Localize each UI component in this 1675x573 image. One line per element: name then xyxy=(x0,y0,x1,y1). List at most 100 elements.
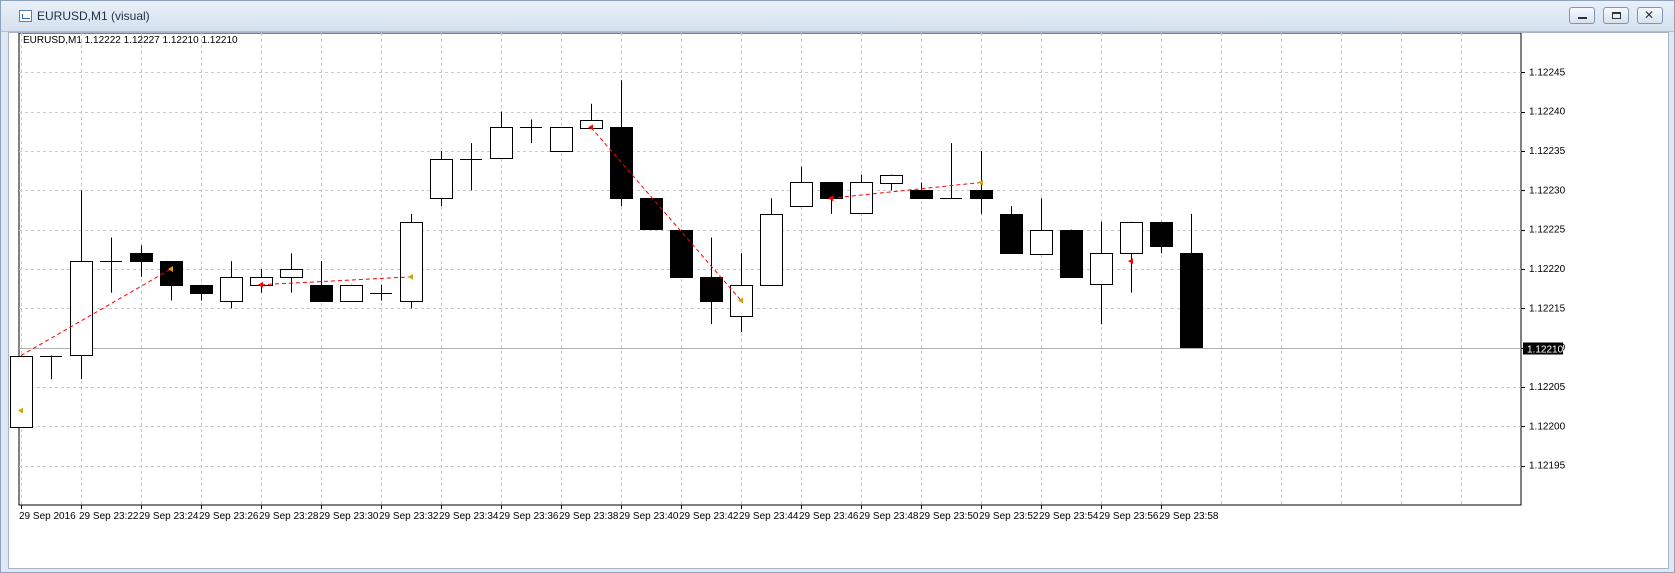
time-tick-label: 29 Sep 23:44 xyxy=(739,511,799,522)
price-tick-label: 1.12230 xyxy=(1529,185,1566,196)
candle-body xyxy=(400,222,423,302)
price-tick-label: 1.12235 xyxy=(1529,146,1566,157)
close-button[interactable]: ✕ xyxy=(1637,7,1663,24)
minimize-icon xyxy=(1578,17,1587,19)
candle xyxy=(160,261,183,301)
candles xyxy=(10,80,1203,428)
current-price-label: 1.12210 xyxy=(1527,345,1564,356)
time-tick-label: 29 Sep 23:56 xyxy=(1099,511,1159,522)
time-tick-label: 29 Sep 23:24 xyxy=(139,511,199,522)
candle xyxy=(40,355,62,380)
candle xyxy=(910,182,933,199)
candle-body xyxy=(340,285,363,302)
candle-body xyxy=(1060,230,1083,278)
trade-markers xyxy=(18,124,1133,414)
candle xyxy=(940,143,962,199)
time-tick-label: 29 Sep 23:36 xyxy=(499,511,559,522)
trade-line xyxy=(590,127,742,301)
candle xyxy=(10,355,33,428)
candle xyxy=(520,119,542,144)
trade-marker xyxy=(978,179,983,186)
candle-body xyxy=(910,190,933,199)
chart-window-icon xyxy=(19,10,32,22)
price-tick-label: 1.12195 xyxy=(1529,461,1566,472)
candle-body xyxy=(70,261,93,356)
trade-marker xyxy=(828,195,833,202)
candle xyxy=(70,190,93,380)
symbol-info: EURUSD,M1 1.12222 1.12227 1.12210 1.1221… xyxy=(23,35,238,46)
trade-marker xyxy=(18,407,23,414)
candle xyxy=(370,284,392,301)
candle xyxy=(340,284,363,302)
candle xyxy=(640,198,663,230)
candle-body xyxy=(130,253,153,262)
trade-marker xyxy=(1128,258,1133,265)
candle xyxy=(1150,221,1173,254)
time-tick-label: 29 Sep 23:54 xyxy=(1039,511,1099,522)
time-tick-label: 29 Sep 23:30 xyxy=(319,511,379,522)
candle-body xyxy=(1150,222,1173,247)
candle-body xyxy=(1000,214,1023,254)
maximize-icon xyxy=(1612,12,1621,19)
candle xyxy=(490,111,513,159)
candle-body xyxy=(220,277,243,302)
candle-body xyxy=(700,277,723,302)
time-tick-label: 29 Sep 2016 xyxy=(19,511,76,522)
maximize-button[interactable] xyxy=(1603,7,1629,24)
candlestick-chart[interactable]: 1.12195 1.12200 1.12205 1.12210 1.12215 1.122… xyxy=(9,32,1668,568)
trade-marker xyxy=(258,281,263,288)
time-tick-label: 29 Sep 23:48 xyxy=(859,511,919,522)
candle xyxy=(190,284,213,301)
price-axis: 1.12195 1.12200 1.12205 1.12210 1.12215 1.122… xyxy=(1521,67,1566,472)
time-tick-label: 29 Sep 23:52 xyxy=(979,511,1039,522)
candle xyxy=(670,229,693,278)
time-tick-label: 29 Sep 23:46 xyxy=(799,511,859,522)
candle-body xyxy=(760,214,783,286)
close-icon: ✕ xyxy=(1644,8,1655,22)
candle-body xyxy=(1120,222,1143,254)
trade-lines xyxy=(20,127,982,356)
current-price-box xyxy=(1523,342,1563,355)
time-tick-label: 29 Sep 23:42 xyxy=(679,511,739,522)
candle xyxy=(1120,221,1143,293)
price-tick-label: 1.12245 xyxy=(1529,67,1566,78)
price-tick-label: 1.12240 xyxy=(1529,107,1566,118)
time-tick-label: 29 Sep 23:32 xyxy=(379,511,439,522)
trade-line xyxy=(260,276,412,286)
candle xyxy=(880,174,903,191)
time-tick-label: 29 Sep 23:58 xyxy=(1159,511,1219,522)
candle xyxy=(1060,229,1083,278)
candle-body xyxy=(550,127,573,152)
price-tick-label: 1.12200 xyxy=(1529,421,1566,432)
trade-marker xyxy=(168,266,173,272)
price-tick-label: 1.12215 xyxy=(1529,303,1566,314)
chart-area[interactable]: 1.12195 1.12200 1.12205 1.12210 1.12215 1.122… xyxy=(8,32,1669,569)
candle-body xyxy=(310,285,333,302)
candle-body xyxy=(190,285,213,294)
candle xyxy=(1090,221,1113,325)
candle-body xyxy=(790,182,813,207)
candle-body xyxy=(490,127,513,159)
candle xyxy=(400,213,423,309)
time-tick-label: 29 Sep 23:38 xyxy=(559,511,619,522)
candle-body xyxy=(1030,230,1053,255)
time-tick-label: 29 Sep 23:34 xyxy=(439,511,499,522)
candle xyxy=(130,245,153,277)
candle-body xyxy=(610,127,633,199)
trade-marker xyxy=(408,273,413,280)
candle-body xyxy=(880,175,903,184)
candle-body xyxy=(1180,253,1203,348)
time-tick-label: 29 Sep 23:50 xyxy=(919,511,979,522)
candle-body xyxy=(970,190,993,199)
candle xyxy=(1000,206,1023,254)
minimize-button[interactable] xyxy=(1569,7,1595,24)
candle-body xyxy=(160,261,183,286)
window-title: EURUSD,M1 (visual) xyxy=(37,9,150,23)
time-tick-label: 29 Sep 23:28 xyxy=(259,511,319,522)
candle xyxy=(1030,198,1053,255)
trade-line xyxy=(20,268,172,356)
window-titlebar[interactable]: EURUSD,M1 (visual) ✕ xyxy=(1,1,1674,32)
candle xyxy=(610,80,633,207)
candle xyxy=(430,151,453,207)
